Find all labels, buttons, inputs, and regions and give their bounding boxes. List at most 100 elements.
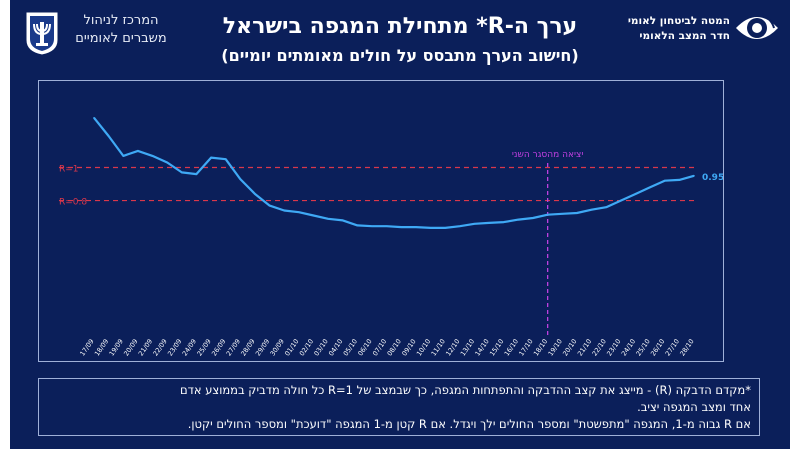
x-tick-label: 04/10 — [327, 338, 344, 358]
x-tick-label: 21/10 — [576, 338, 593, 358]
org-right-name: המטה לביטחון לאומי חדר המצב הלאומי — [590, 14, 730, 44]
data-point — [502, 221, 505, 223]
data-point — [93, 117, 95, 119]
x-tick-label: 02/10 — [298, 338, 315, 358]
slide: המרכז לניהול משברים לאומיים ערך ה-R* מתח… — [10, 0, 790, 449]
data-point — [254, 193, 256, 195]
x-tick-label: 17/10 — [517, 338, 534, 358]
x-tick-label: 27/10 — [664, 338, 681, 358]
x-tick-label: 15/10 — [488, 338, 505, 358]
end-value-label-0: 0.95 — [702, 173, 723, 183]
footnote-box: *מקדם הדבקה (R) - מייצג את קצב ההדבקה וה… — [38, 378, 760, 436]
data-point — [459, 225, 461, 228]
data-point — [210, 156, 212, 159]
data-point — [298, 211, 300, 213]
x-tick-label: 08/10 — [386, 338, 403, 358]
data-point — [385, 225, 388, 228]
org-left-name: המרכז לניהול משברים לאומיים — [66, 12, 176, 48]
data-point — [561, 213, 564, 215]
x-tick-label: 13/10 — [459, 338, 476, 358]
footnote-line-2: אחד ומצב המגפה יציב. — [637, 400, 751, 414]
x-tick-label: 27/09 — [225, 338, 242, 358]
data-point — [605, 206, 607, 209]
x-tick-label: 01/10 — [283, 338, 300, 358]
x-tick-label: 20/10 — [561, 338, 578, 358]
org-right-line1: המטה לביטחון לאומי — [627, 15, 730, 27]
x-tick-label: 12/10 — [444, 338, 461, 358]
data-point — [356, 224, 359, 227]
x-tick-label: 28/10 — [678, 338, 695, 358]
reference-label-0: R=1 — [59, 164, 79, 174]
x-tick-label: 14/10 — [473, 338, 490, 358]
x-tick-label: 11/10 — [430, 338, 447, 358]
x-tick-label: 24/10 — [620, 338, 637, 358]
data-point — [122, 155, 125, 157]
data-point — [283, 209, 286, 212]
x-tick-label: 26/09 — [210, 338, 227, 358]
data-point — [663, 179, 666, 182]
data-point — [532, 217, 534, 219]
state-emblem-icon — [25, 11, 59, 56]
x-tick-label: 20/09 — [122, 338, 139, 358]
org-left-line2: משברים לאומיים — [75, 31, 167, 46]
series-line-0 — [93, 117, 695, 229]
data-point — [327, 217, 329, 220]
org-left-line1: המרכז לניהול — [83, 13, 159, 28]
data-point — [415, 226, 417, 228]
x-tick-label: 21/09 — [137, 338, 154, 358]
data-point — [151, 155, 154, 157]
x-tick-label: 23/10 — [605, 338, 622, 358]
data-point — [312, 214, 315, 217]
footnote-line-3: אם R גבוה מ-1, המגפה "מתפשטת" ומספר החול… — [187, 417, 751, 431]
data-point — [400, 226, 403, 228]
x-tick-label: 29/09 — [254, 338, 271, 358]
page-title: ערך ה-R* מתחילת המגפה בישראל — [222, 14, 578, 39]
x-tick-label: 18/09 — [93, 338, 110, 358]
x-tick-label: 25/10 — [634, 338, 651, 358]
data-point — [107, 135, 110, 137]
x-tick-label: 30/09 — [269, 338, 286, 358]
x-tick-label: 09/10 — [400, 338, 417, 358]
eye-logo-icon — [736, 13, 778, 39]
data-point — [195, 173, 198, 175]
x-tick-label: 18/10 — [532, 338, 549, 358]
x-tick-label: 06/10 — [356, 338, 373, 358]
event-label: יציאה מהסגר השני — [512, 150, 583, 160]
data-point — [590, 208, 593, 211]
data-point — [181, 171, 183, 174]
data-point — [620, 199, 622, 202]
data-point — [239, 178, 242, 180]
x-tick-label: 07/10 — [371, 338, 388, 358]
chart-frame: R=1 R=0.8 יציאה מהסגר השני 0.95 17/09 18/09 19… — [38, 80, 724, 362]
x-tick-label: 23/09 — [166, 338, 183, 358]
data-point — [488, 222, 490, 224]
x-tick-label: 05/10 — [342, 338, 359, 358]
data-point — [166, 161, 168, 164]
x-tick-label: 22/09 — [152, 338, 169, 358]
data-point — [224, 158, 227, 161]
x-tick-label: 17/09 — [78, 338, 95, 358]
data-point — [678, 179, 681, 181]
data-point — [693, 174, 695, 177]
data-point — [444, 227, 447, 229]
data-point — [546, 213, 549, 216]
data-point — [576, 212, 578, 214]
data-point — [517, 218, 520, 221]
x-tick-label: 28/09 — [239, 338, 256, 358]
x-tick-label: 10/10 — [415, 338, 432, 358]
data-point — [649, 186, 651, 189]
data-point — [634, 193, 637, 195]
x-tick-label: 16/10 — [503, 338, 520, 358]
x-tick-label: 24/09 — [181, 338, 198, 358]
footnote-line-1: *מקדם הדבקה (R) - מייצג את קצב ההדבקה וה… — [179, 383, 751, 397]
x-tick-label: 19/10 — [547, 338, 564, 358]
x-tick-label: 26/10 — [649, 338, 666, 358]
org-right-line2: חדר המצב הלאומי — [639, 30, 730, 42]
data-point — [473, 222, 476, 225]
x-tick-label: 19/09 — [108, 338, 125, 358]
x-tick-label: 22/10 — [591, 338, 608, 358]
data-point — [429, 227, 432, 229]
x-tick-label: 25/09 — [195, 338, 212, 358]
reference-label-1: R=0.8 — [59, 198, 87, 208]
